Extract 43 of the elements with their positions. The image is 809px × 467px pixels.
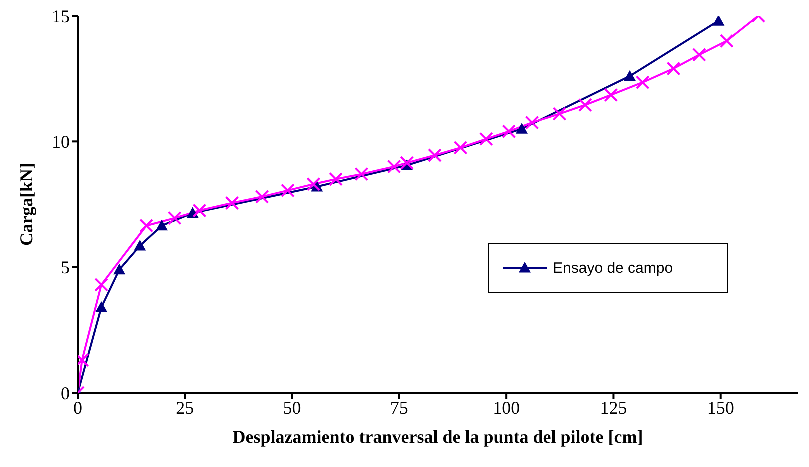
- point: [479, 132, 494, 146]
- x-tick-label: 150: [707, 398, 734, 418]
- point: [552, 107, 567, 122]
- point: [134, 240, 146, 251]
- y-axis-title: Carga[kN]: [16, 163, 36, 246]
- y-tick-label: 10: [52, 132, 70, 152]
- x-tick-label: 125: [600, 398, 628, 418]
- point: [428, 148, 442, 162]
- point: [225, 196, 240, 210]
- point: [692, 48, 706, 62]
- y-tick-label: 15: [52, 6, 70, 26]
- point: [306, 177, 321, 192]
- x-tick-label: 50: [283, 398, 302, 418]
- point: [255, 190, 270, 204]
- point: [454, 140, 468, 155]
- y-tick-label: 0: [61, 383, 70, 404]
- point: [516, 123, 528, 134]
- point: [525, 116, 540, 130]
- point: [140, 218, 154, 233]
- point: [94, 278, 109, 292]
- x-tick-label: 100: [493, 398, 520, 418]
- point: [354, 167, 369, 182]
- point: [624, 70, 636, 82]
- point: [96, 302, 108, 312]
- point: [329, 172, 343, 186]
- point: [666, 62, 681, 76]
- x-axis-title: Desplazamiento tranversal de la punta del pilote [cm]: [232, 427, 644, 447]
- point: [578, 98, 592, 112]
- point: [604, 88, 618, 102]
- point: [156, 220, 168, 231]
- x-tick-label: 0: [74, 398, 82, 418]
- point: [636, 76, 650, 90]
- point: [114, 264, 126, 275]
- x-tick-label: 75: [390, 398, 408, 418]
- point: [192, 204, 207, 218]
- point: [712, 16, 725, 26]
- point: [502, 124, 516, 139]
- point: [281, 184, 295, 198]
- legend-label: Ensayo de campo: [553, 260, 674, 276]
- y-tick-label: 5: [61, 258, 70, 278]
- x-tick-label: 25: [176, 398, 194, 418]
- point: [720, 34, 734, 48]
- point: [168, 211, 182, 226]
